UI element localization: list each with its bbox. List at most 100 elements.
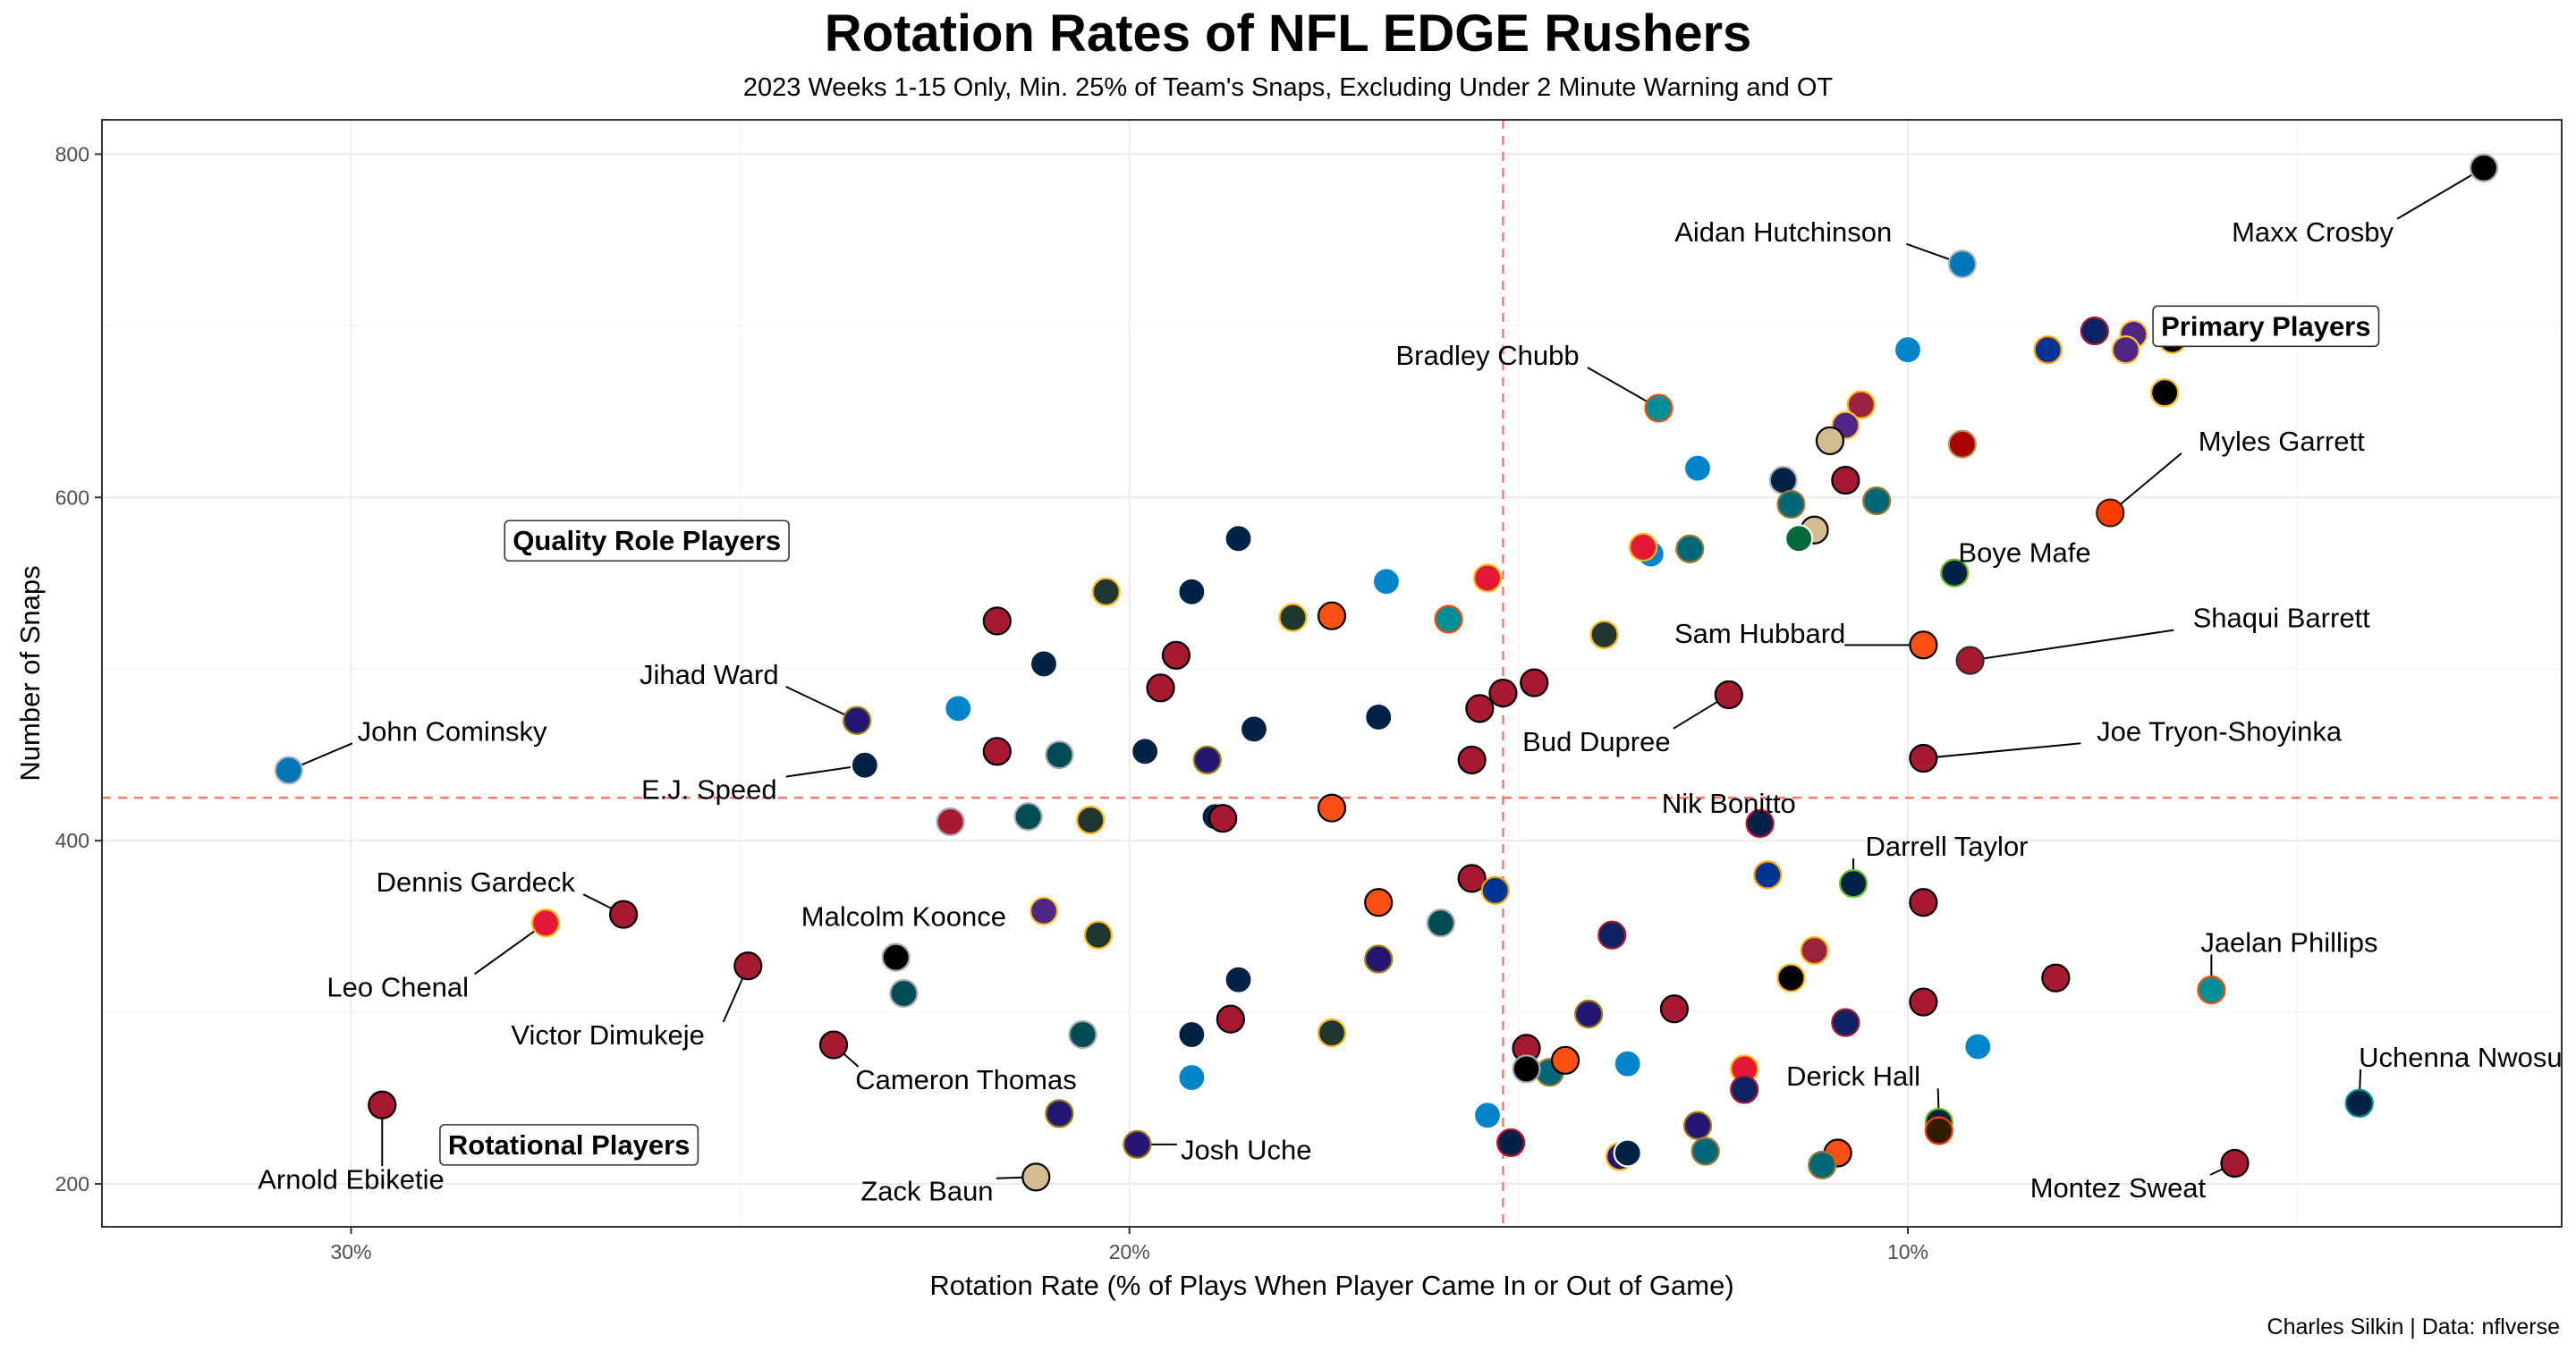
point-label: Josh Uche [1181,1135,1311,1166]
data-point [1893,335,1923,365]
data-point [1131,737,1160,766]
data-point [1146,673,1175,703]
data-point [1963,1032,1993,1061]
point-labels: Maxx Crosby Aidan Hutchinson Bradley Chubb… [258,216,2562,1207]
data-point [1488,678,1518,708]
data-point [1955,646,1985,675]
point-label: Cameron Thomas [855,1064,1077,1095]
quadrant-label-text: Rotational Players [448,1129,690,1161]
point-label: Maxx Crosby [2232,216,2394,248]
y-tick-label: 600 [55,486,89,509]
chart-subtitle: 2023 Weeks 1-15 Only, Min. 25% of Team's… [742,73,1834,102]
point-label: Nik Bonitto [1662,788,1796,819]
data-point [1597,920,1627,950]
point-label: Derick Hall [1786,1060,1920,1092]
data-point [1426,908,1455,938]
point-label: Jaelan Phillips [2200,926,2377,958]
data-point [2469,153,2499,182]
data-point [1862,486,1892,516]
point-label: Aidan Hutchinson [1674,216,1892,248]
data-point [2096,498,2125,528]
data-point [1924,1116,1953,1145]
data-point [2150,378,2180,408]
quadrant-label-box [439,1124,699,1166]
data-point [2220,1148,2250,1179]
point-label: Bradley Chubb [1396,340,1580,371]
data-point [1364,888,1394,917]
data-point [1224,965,1253,994]
data-point [1659,994,1690,1024]
label-leader-line [2396,166,2485,220]
data-point [1520,668,1549,697]
data-point [1177,577,1207,606]
data-point [1675,534,1705,563]
data-point [1831,465,1860,495]
data-point [1045,1099,1074,1128]
chart-caption: Charles Silkin | Data: nflverse [2267,1314,2560,1339]
chart-title: Rotation Rates of NFL EDGE Rushers [824,4,1752,63]
point-label: Leo Chenal [326,971,469,1002]
data-point [1629,532,1658,562]
quadrant-label-box [2152,305,2380,348]
data-point [1745,808,1775,839]
data-point [1815,426,1845,456]
data-point [733,951,763,981]
data-point [843,706,872,735]
point-label: E.J. Speed [641,774,777,806]
data-point [1239,714,1269,744]
data-point [1472,563,1503,593]
data-point [1550,1045,1580,1075]
point-label: John Cominsky [358,715,547,747]
data-point [1068,1019,1097,1050]
data-point [1768,465,1798,495]
data-point [982,606,1012,636]
y-tick-label: 200 [55,1172,89,1196]
data-point [1846,390,1876,419]
data-point [1076,806,1106,835]
data-point [982,737,1012,766]
point-label: Jihad Ward [640,659,779,690]
data-point [1947,429,1978,459]
data-point [1317,1018,1347,1048]
point-label: Malcolm Koonce [801,901,1006,933]
data-point [881,942,911,972]
data-point [818,1030,849,1060]
point-label: Zack Baun [860,1176,993,1207]
label-leader-line [474,922,547,976]
data-point [1909,743,1938,773]
data-point [1029,649,1059,679]
point-label: Darrell Taylor [1865,831,2028,862]
axes: 30% 20% 10% 200 400 600 800 Rotation Rate (% of… [14,142,1928,1301]
data-point [1216,1004,1245,1034]
data-point [1784,524,1814,553]
data-point [1029,896,1059,925]
data-point [2041,963,2071,993]
point-label: Boye Mafe [1958,537,2090,569]
data-point [1177,1019,1207,1050]
x-tick-label: 20% [1109,1240,1150,1263]
data-point [1465,694,1495,723]
data-point [608,900,639,929]
data-point [889,978,919,1009]
data-point [1317,793,1347,823]
data-point [1021,1162,1051,1192]
data-point [2111,335,2140,365]
data-point [1838,869,1868,899]
data-point [1831,1008,1860,1037]
data-point [1161,640,1191,670]
data-point [2197,976,2226,1005]
quadrant-label-box [504,520,790,562]
data-point [2344,1088,2374,1118]
data-point [1434,604,1463,634]
data-point [1123,1129,1152,1159]
data-point [368,1090,397,1120]
quadrant-label: Rotational Players [439,1124,699,1166]
data-point [1808,1150,1837,1180]
point-label: Sam Hubbard [1674,618,1845,649]
point-label: Uchenna Nwosu [2359,1042,2562,1073]
data-point [1013,802,1043,832]
data-point [1091,577,1121,606]
point-label: Dennis Gardeck [377,866,576,898]
quadrant-label: Quality Role Players [504,520,790,562]
